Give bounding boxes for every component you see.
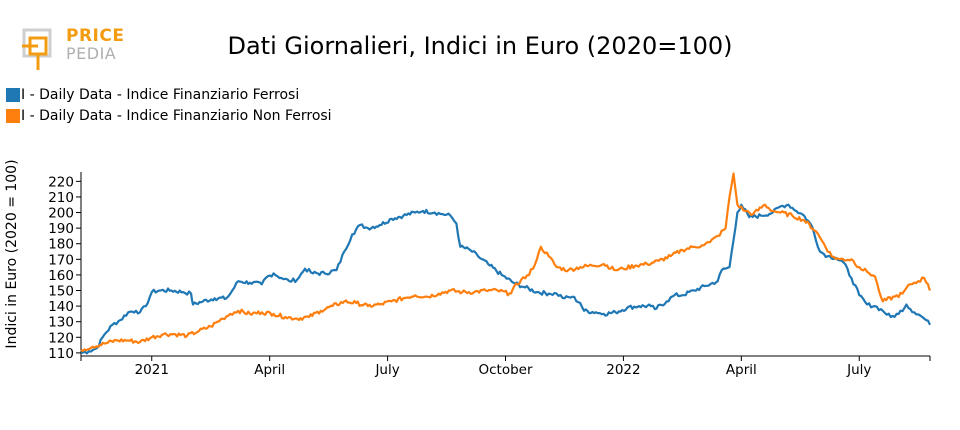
pricepedia-logo: PRICE PEDIA: [18, 26, 128, 72]
series-layer: [80, 172, 932, 355]
x-tick-label: July: [374, 362, 399, 378]
y-axis-title: Indici in Euro (2020 = 100): [4, 159, 20, 348]
y-tick-label: 190: [48, 221, 74, 237]
series-line-non-ferrosi[interactable]: [80, 172, 932, 353]
legend-swatch-non-ferrosi: [6, 108, 20, 123]
logo-text-price: PRICE: [66, 26, 125, 46]
logo-text-pedia: PEDIA: [66, 44, 117, 63]
pricepedia-logo-icon: [22, 28, 52, 70]
y-tick-label: 130: [48, 315, 74, 331]
y-tick-label: 210: [48, 190, 74, 206]
y-tick-label: 120: [48, 330, 74, 346]
y-tick-label: 180: [48, 237, 74, 253]
chart-legend: I - Daily Data - Indice Finanziario Ferr…: [6, 84, 332, 126]
y-tick-label: 150: [48, 284, 74, 300]
y-tick-label: 170: [48, 252, 74, 268]
y-tick-label: 160: [48, 268, 74, 284]
y-tick-label: 220: [48, 174, 74, 190]
x-tick-label: July: [846, 362, 871, 378]
chart-title: Dati Giornalieri, Indici in Euro (2020=1…: [227, 32, 733, 60]
x-tick-label: October: [478, 362, 532, 378]
x-tick-label: April: [726, 362, 757, 378]
x-tick-label: April: [254, 362, 285, 378]
y-tick-label: 110: [48, 346, 74, 362]
legend-item-ferrosi[interactable]: I - Daily Data - Indice Finanziario Ferr…: [6, 84, 332, 105]
y-tick-label: 140: [48, 299, 74, 315]
x-tick-label: 2021: [135, 362, 169, 378]
legend-swatch-ferrosi: [6, 87, 20, 102]
legend-label-ferrosi: I - Daily Data - Indice Finanziario Ferr…: [21, 86, 300, 103]
legend-item-non-ferrosi[interactable]: I - Daily Data - Indice Finanziario Non …: [6, 105, 332, 126]
x-axis: 2021 April July October 2022 April July: [80, 355, 931, 378]
series-line-ferrosi[interactable]: [80, 203, 931, 355]
legend-label-non-ferrosi: I - Daily Data - Indice Finanziario Non …: [21, 107, 332, 124]
x-tick-label: 2022: [606, 362, 640, 378]
y-tick-label: 200: [48, 206, 74, 222]
